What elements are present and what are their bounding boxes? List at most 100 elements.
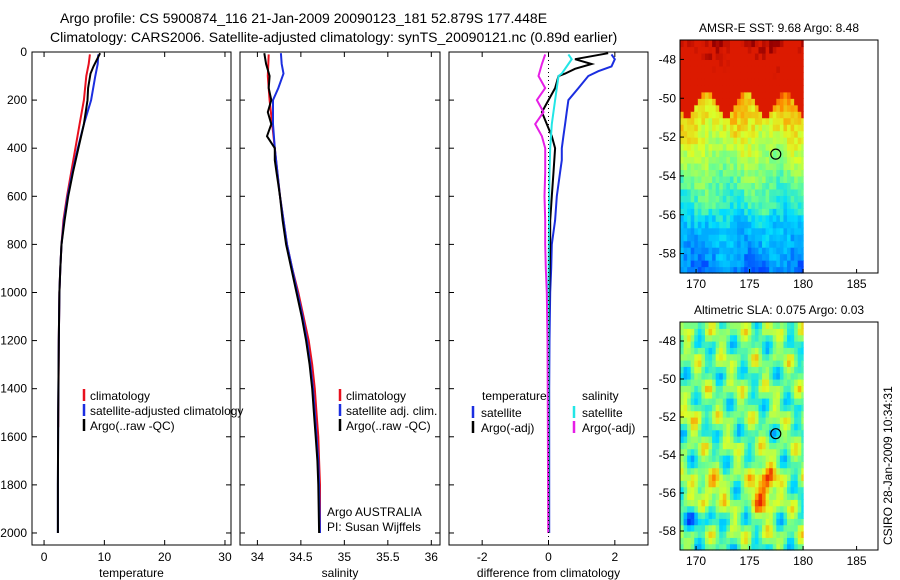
heatmap-cell bbox=[751, 347, 756, 355]
heatmap-cell bbox=[772, 260, 777, 268]
heatmap-cell bbox=[687, 266, 692, 274]
heatmap-cell bbox=[726, 423, 731, 431]
heatmap-cell bbox=[794, 137, 799, 145]
heatmap-cell bbox=[687, 347, 692, 355]
heatmap-cell bbox=[747, 117, 752, 125]
heatmap-cell bbox=[694, 156, 699, 164]
heatmap-cell bbox=[683, 322, 688, 329]
heatmap-cell bbox=[719, 169, 724, 177]
heatmap-cell bbox=[680, 182, 685, 190]
heatmap-cell bbox=[758, 347, 763, 355]
heatmap-cell bbox=[712, 347, 717, 355]
heatmap-cell bbox=[722, 266, 727, 274]
heatmap-cell bbox=[762, 46, 767, 54]
heatmap-cell bbox=[715, 78, 720, 86]
y-tick-label: -54 bbox=[659, 169, 677, 183]
heatmap-cell bbox=[758, 448, 763, 456]
heatmap-cell bbox=[733, 46, 738, 54]
heatmap-cell bbox=[790, 417, 795, 424]
heatmap-cell bbox=[701, 436, 706, 443]
heatmap-cell bbox=[744, 59, 749, 67]
heatmap-cell bbox=[779, 150, 785, 158]
heatmap-cell bbox=[740, 104, 745, 112]
heatmap-cell bbox=[722, 111, 727, 119]
sla_map-axes-box bbox=[679, 321, 879, 551]
heatmap-cell bbox=[690, 72, 695, 80]
y-tick-label: -58 bbox=[659, 247, 677, 261]
heatmap-cell bbox=[708, 156, 713, 164]
heatmap-cell bbox=[787, 201, 792, 209]
heatmap-cell bbox=[733, 524, 738, 532]
heatmap-cell bbox=[797, 341, 802, 348]
heatmap-cell bbox=[772, 531, 777, 538]
heatmap-cell bbox=[787, 518, 792, 526]
heatmap-cell bbox=[769, 98, 774, 106]
heatmap-cell bbox=[740, 486, 745, 494]
heatmap-cell bbox=[704, 518, 710, 526]
heatmap-cell bbox=[680, 328, 685, 336]
heatmap-cell bbox=[737, 360, 742, 367]
heatmap-cell bbox=[797, 524, 802, 532]
heatmap-cell bbox=[722, 247, 727, 255]
heatmap-cell bbox=[790, 124, 795, 132]
heatmap-cell bbox=[722, 175, 727, 183]
heatmap-cell bbox=[744, 124, 749, 132]
heatmap-cell bbox=[719, 266, 724, 274]
heatmap-cell bbox=[740, 455, 745, 462]
heatmap-cell bbox=[787, 524, 792, 532]
heatmap-cell bbox=[683, 214, 688, 222]
heatmap-cell bbox=[719, 195, 724, 203]
y-tick-label: 1600 bbox=[0, 430, 27, 444]
heatmap-cell bbox=[680, 188, 685, 196]
heatmap-cell bbox=[733, 104, 738, 112]
heatmap-cell bbox=[697, 391, 703, 399]
heatmap-cell bbox=[744, 404, 749, 412]
heatmap-cell bbox=[680, 214, 685, 222]
heatmap-cell bbox=[751, 334, 756, 342]
heatmap-cell bbox=[719, 104, 724, 112]
heatmap-cell bbox=[762, 379, 767, 386]
heatmap-cell bbox=[772, 347, 777, 355]
heatmap-cell bbox=[726, 266, 731, 274]
heatmap-cell bbox=[694, 493, 699, 500]
heatmap-cell bbox=[697, 455, 703, 462]
heatmap-cell bbox=[758, 366, 763, 374]
heatmap-cell bbox=[765, 234, 770, 242]
heatmap-cell bbox=[801, 474, 804, 481]
heatmap-cell bbox=[794, 493, 799, 500]
heatmap-cell bbox=[704, 398, 710, 405]
heatmap-cell bbox=[801, 104, 804, 112]
heatmap-cell bbox=[765, 385, 770, 393]
heatmap-cell bbox=[737, 65, 742, 73]
heatmap-cell bbox=[704, 391, 710, 399]
heatmap-cell bbox=[722, 410, 727, 418]
heatmap-cell bbox=[740, 85, 745, 93]
heatmap-cell bbox=[772, 334, 777, 342]
heatmap-cell bbox=[744, 391, 749, 399]
heatmap-cell bbox=[719, 40, 724, 48]
heatmap-cell bbox=[779, 442, 785, 450]
heatmap-cell bbox=[722, 162, 727, 171]
heatmap-cell bbox=[726, 537, 731, 545]
heatmap-cell bbox=[769, 423, 774, 431]
heatmap-cell bbox=[754, 322, 760, 329]
heatmap-cell bbox=[737, 130, 742, 138]
heatmap-cell bbox=[747, 156, 752, 164]
heatmap-cell bbox=[733, 195, 738, 203]
heatmap-cell bbox=[737, 322, 742, 329]
heatmap-cell bbox=[683, 208, 688, 216]
heatmap-cell bbox=[694, 391, 699, 399]
heatmap-cell bbox=[708, 436, 713, 443]
heatmap-cell bbox=[801, 385, 804, 393]
heatmap-cell bbox=[751, 512, 756, 519]
heatmap-cell bbox=[765, 404, 770, 412]
heatmap-cell bbox=[744, 130, 749, 138]
heatmap-cell bbox=[687, 505, 692, 513]
heatmap-cell bbox=[772, 398, 777, 405]
heatmap-cell bbox=[697, 543, 703, 551]
heatmap-cell bbox=[737, 474, 742, 481]
heatmap-cell bbox=[715, 461, 720, 469]
x-tick-label: 36 bbox=[425, 550, 439, 564]
heatmap-cell bbox=[801, 436, 804, 443]
heatmap-cell bbox=[776, 436, 781, 443]
